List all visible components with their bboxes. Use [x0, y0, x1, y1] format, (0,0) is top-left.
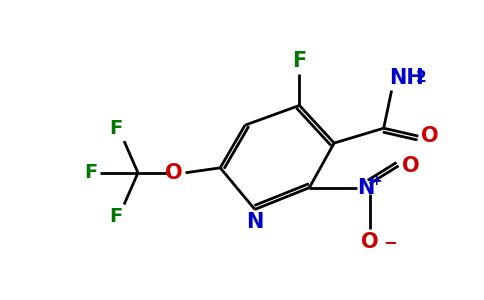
- Text: F: F: [109, 208, 122, 226]
- Text: F: F: [109, 119, 122, 138]
- Text: O: O: [361, 232, 378, 252]
- Text: −: −: [384, 233, 397, 251]
- Text: O: O: [402, 156, 419, 176]
- Text: O: O: [165, 163, 182, 183]
- Text: NH: NH: [390, 68, 424, 88]
- Text: O: O: [422, 126, 439, 146]
- Text: 2: 2: [415, 70, 426, 85]
- Text: F: F: [292, 51, 306, 71]
- Text: N: N: [246, 212, 264, 232]
- Text: +: +: [371, 174, 382, 188]
- Text: N: N: [357, 178, 374, 198]
- Text: F: F: [84, 163, 97, 182]
